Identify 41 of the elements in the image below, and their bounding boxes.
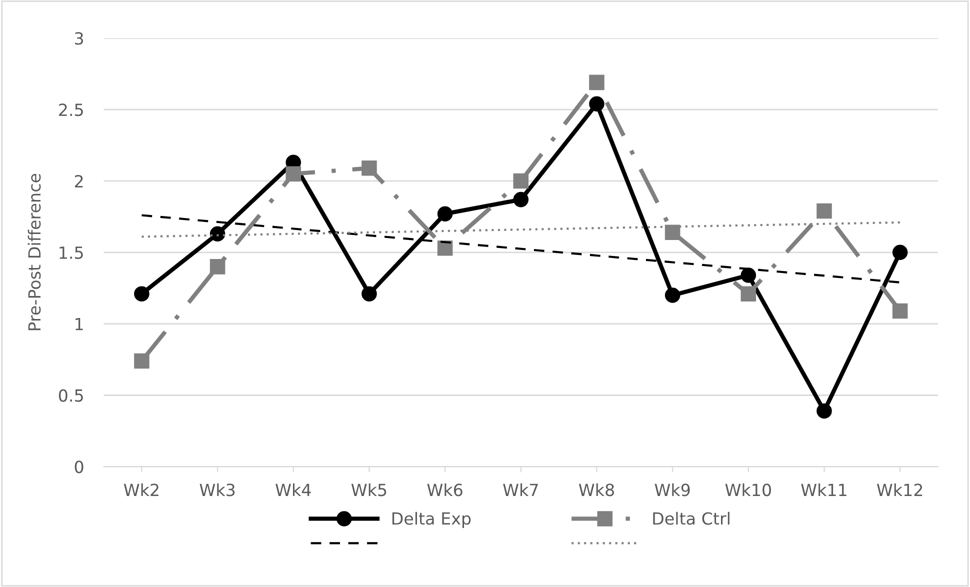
point: [134, 353, 150, 369]
point: [740, 268, 756, 283]
point: [362, 286, 377, 302]
point: [437, 206, 453, 222]
point: [664, 288, 680, 303]
x-tick-label: Wk10: [725, 483, 771, 496]
x-tick-label: Wk2: [124, 483, 158, 496]
x-tick-label: Wk5: [351, 483, 386, 496]
point: [589, 74, 604, 90]
x-tick-label: Wk3: [200, 483, 235, 496]
x-tick-label: Wk6: [427, 483, 462, 496]
point: [210, 226, 226, 242]
point: [892, 303, 908, 319]
y-tick-label: 0: [74, 460, 84, 474]
y-tick-label: 2.5: [59, 104, 83, 116]
x-tick-label: Wk11: [801, 483, 846, 496]
x-tick-label: Wk7: [503, 483, 538, 496]
point: [286, 166, 302, 182]
point: [362, 160, 377, 176]
point: [816, 203, 832, 219]
x-tick-label: Wk8: [578, 483, 614, 496]
y-tick-label: 1.5: [60, 246, 83, 259]
y-axis-title: Pre-Post Difference: [28, 174, 41, 330]
point: [513, 173, 529, 189]
x-tick-label: Wk4: [276, 483, 311, 496]
point: [134, 286, 150, 302]
legend-label: Delta Ctrl: [653, 512, 730, 525]
y-tick-label: 2: [74, 174, 83, 188]
point: [816, 403, 832, 419]
point: [210, 259, 226, 274]
point: [664, 224, 680, 240]
x-tick-label: Wk12: [876, 483, 922, 496]
y-tick-label: 1: [76, 318, 83, 330]
legend-label: Delta Exp: [392, 512, 471, 528]
point: [589, 96, 604, 112]
point: [892, 244, 908, 260]
y-tick-label: 0.5: [58, 389, 83, 402]
point: [513, 192, 529, 208]
y-tick-label: 3: [75, 32, 84, 45]
x-tick-label: Wk9: [654, 483, 690, 496]
point: [740, 286, 756, 302]
